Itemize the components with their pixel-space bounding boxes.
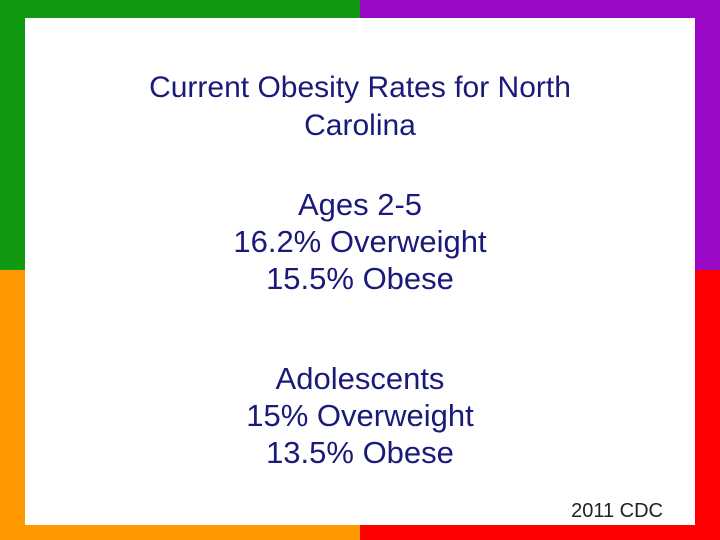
slide-title: Current Obesity Rates for North Carolina — [25, 69, 695, 145]
slide-title-line-2: Carolina — [304, 109, 416, 142]
overweight-rate: 15% Overweight — [246, 398, 474, 433]
obese-rate: 15.5% Obese — [266, 261, 454, 296]
stats-group-adolescents: Adolescents 15% Overweight 13.5% Obese — [25, 360, 695, 471]
stats-group-ages-2-5: Ages 2-5 16.2% Overweight 15.5% Obese — [25, 186, 695, 297]
obese-rate: 13.5% Obese — [266, 435, 454, 470]
slide-panel: Current Obesity Rates for North Carolina… — [25, 18, 695, 525]
source-citation: 2011 CDC — [571, 500, 663, 522]
group-heading: Ages 2-5 — [297, 187, 423, 222]
slide-title-line-1: Current Obesity Rates for North — [149, 71, 571, 104]
group-heading: Adolescents — [275, 361, 445, 396]
overweight-rate: 16.2% Overweight — [233, 224, 487, 259]
